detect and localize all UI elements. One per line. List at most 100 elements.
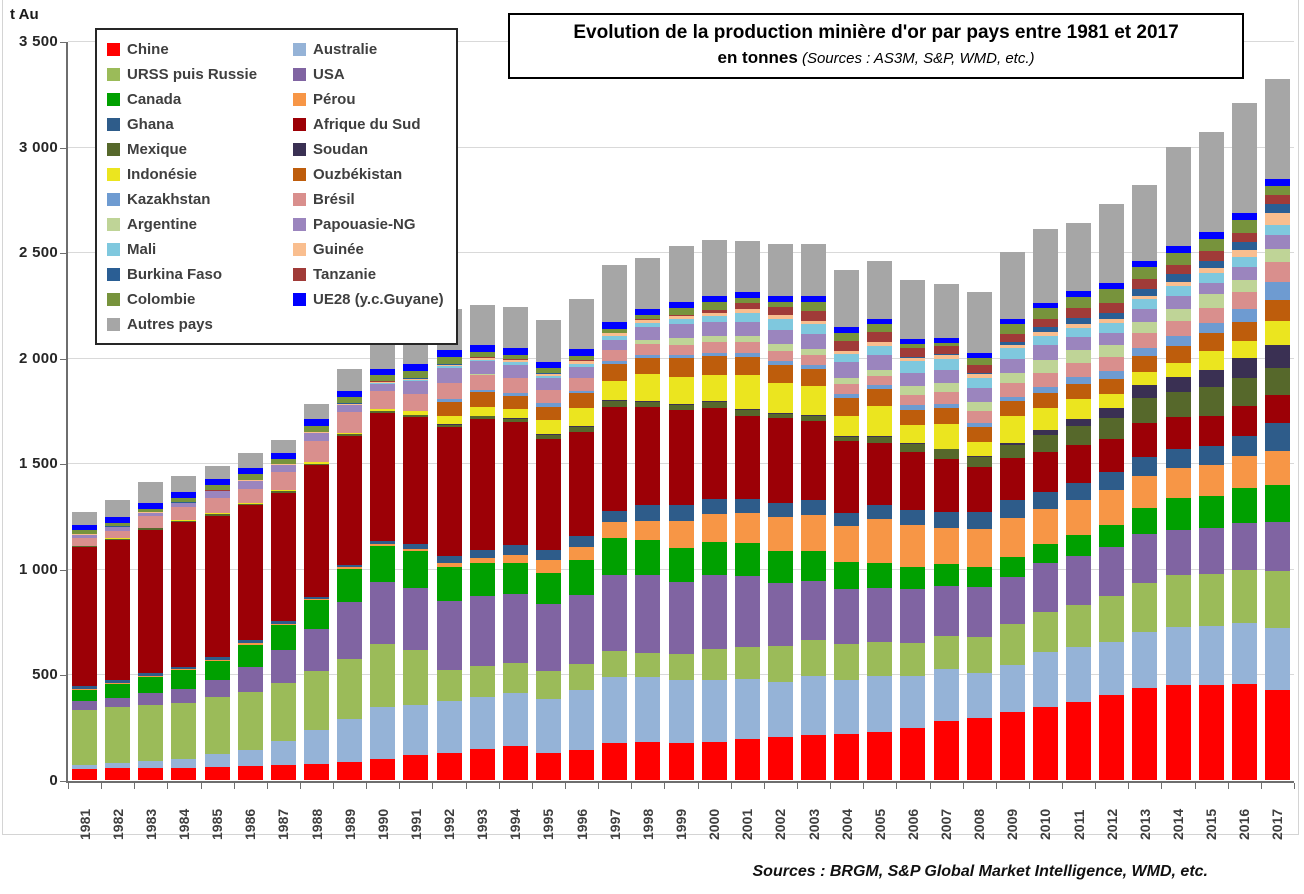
bar-segment-canada (966, 567, 992, 588)
bar-segment-canada (72, 690, 98, 702)
bar-segment-chine (1231, 683, 1257, 780)
x-tick-label-2013: 2013 (1136, 808, 1153, 840)
bar-segment-afrique-du-sud (237, 505, 263, 641)
bar-segment-urss-puis-russie (966, 636, 992, 673)
bar-segment-kazakhstan (734, 352, 760, 357)
bar-segment-burkina-faso (1066, 317, 1092, 325)
bar-segment-argentine (734, 335, 760, 343)
bar-segment-tanzanie (1032, 319, 1058, 328)
bar-segment-p-rou (1066, 500, 1092, 536)
legend-item-ghana: Ghana (107, 112, 287, 136)
bar-segment-guin-e (204, 490, 230, 492)
bar-segment-guin-e (270, 464, 296, 466)
legend-item-ue28-y-c-guyane: UE28 (y.c.Guyane) (293, 287, 444, 311)
legend-label: Ghana (127, 115, 174, 133)
x-tick-mark (465, 783, 467, 789)
bar-segment-afrique-du-sud (635, 407, 661, 506)
bar-segment-ue28-y-c-guyane (734, 292, 760, 299)
bar-segment-kazakhstan (801, 364, 827, 369)
bar-segment-tanzanie (535, 372, 561, 374)
bar-2003 (801, 244, 827, 780)
bar-segment-ouzb-kistan (1066, 383, 1092, 399)
bar-segment-afrique-du-sud (569, 431, 595, 537)
y-tick-label: 2 500 (18, 244, 58, 262)
legend-item-urss-puis-russie: URSS puis Russie (107, 62, 287, 86)
bar-segment-mexique (701, 402, 727, 408)
legend-label: Tanzanie (313, 265, 377, 283)
bar-segment-kazakhstan (1198, 322, 1224, 334)
bar-segment-br-sil (204, 498, 230, 514)
bar-segment-br-sil (1198, 307, 1224, 323)
bar-segment-ouzb-kistan (999, 401, 1025, 416)
bar-segment-soudan (668, 404, 694, 406)
bar-segment-colombie (1099, 288, 1125, 303)
x-tick-label-1988: 1988 (308, 808, 325, 840)
bar-segment-p-rou (668, 521, 694, 549)
bar-segment-br-sil (370, 390, 396, 409)
bar-segment-urss-puis-russie (171, 702, 197, 760)
bar-segment-chine (403, 754, 429, 780)
bar-segment-usa (469, 595, 495, 666)
bar-segment-urss-puis-russie (801, 639, 827, 676)
bar-segment-mali (469, 359, 495, 362)
bar-segment-guin-e (900, 357, 926, 362)
bar-segment-urss-puis-russie (138, 705, 164, 762)
bar-segment-p-rou (1099, 490, 1125, 525)
bar-segment-argentine (867, 369, 893, 376)
bar-segment-papouasie-ng (370, 384, 396, 391)
bar-segment-mali (933, 358, 959, 370)
bar-segment-guin-e (535, 373, 561, 376)
bar-segment-tanzanie (602, 332, 628, 334)
bar-segment-argentine (999, 372, 1025, 383)
bar-segment-p-rou (337, 567, 363, 569)
bar-segment-burkina-faso (1132, 288, 1158, 296)
legend-swatch-icon (293, 42, 306, 56)
bar-segment-p-rou (535, 560, 561, 573)
bar-segment-mexique (403, 414, 429, 417)
bar-segment-mexique (1066, 426, 1092, 445)
bar-segment-urss-puis-russie (105, 707, 131, 763)
bar-segment-p-rou (734, 513, 760, 543)
bar-segment-tanzanie (834, 340, 860, 351)
bar-segment-mali (1032, 335, 1058, 346)
bar-segment-br-sil (403, 394, 429, 412)
bar-segment-ghana (1198, 446, 1224, 466)
bar-segment-ghana (701, 498, 727, 514)
bar-segment-papouasie-ng (999, 358, 1025, 373)
bar-segment-urss-puis-russie (635, 652, 661, 677)
bar-segment-ouzb-kistan (502, 395, 528, 410)
bar-segment-papouasie-ng (569, 367, 595, 379)
bar-segment-ouzb-kistan (569, 393, 595, 409)
bar-segment-papouasie-ng (602, 339, 628, 350)
bar-segment-kazakhstan (1032, 387, 1058, 393)
bar-segment-tanzanie (469, 357, 495, 358)
bar-segment-ghana (1231, 435, 1257, 456)
bar-segment-urss-puis-russie (502, 662, 528, 693)
bar-segment-colombie (602, 328, 628, 333)
y-tick-mark (60, 147, 66, 149)
bar-segment-burkina-faso (1198, 260, 1224, 269)
bar-segment-colombie (370, 375, 396, 382)
y-tick-mark (60, 781, 66, 782)
bar-segment-mexique (535, 434, 561, 439)
bar-segment-ue28-y-c-guyane (270, 452, 296, 459)
legend-label: USA (313, 65, 345, 83)
bar-segment-tanzanie (1132, 278, 1158, 289)
bar-segment-guin-e (999, 344, 1025, 349)
y-axis-unit-label: t Au (10, 6, 39, 23)
bar-segment-colombie (72, 530, 98, 534)
bar-segment-australie (204, 754, 230, 767)
bar-segment-autres-pays (1099, 203, 1125, 283)
x-tick-label-2002: 2002 (772, 808, 789, 840)
bar-segment-papouasie-ng (403, 381, 429, 394)
bar-segment-ue28-y-c-guyane (436, 350, 462, 358)
bar-segment-usa (966, 587, 992, 637)
bar-segment-tanzanie (900, 347, 926, 358)
bar-segment-kazakhstan (867, 385, 893, 389)
bar-segment-guin-e (337, 403, 363, 405)
x-tick-mark (134, 783, 136, 789)
legend-label: Soudan (313, 140, 368, 158)
x-tick-mark (1095, 783, 1097, 789)
bar-segment-usa (834, 589, 860, 644)
bar-segment-chine (1132, 687, 1158, 780)
